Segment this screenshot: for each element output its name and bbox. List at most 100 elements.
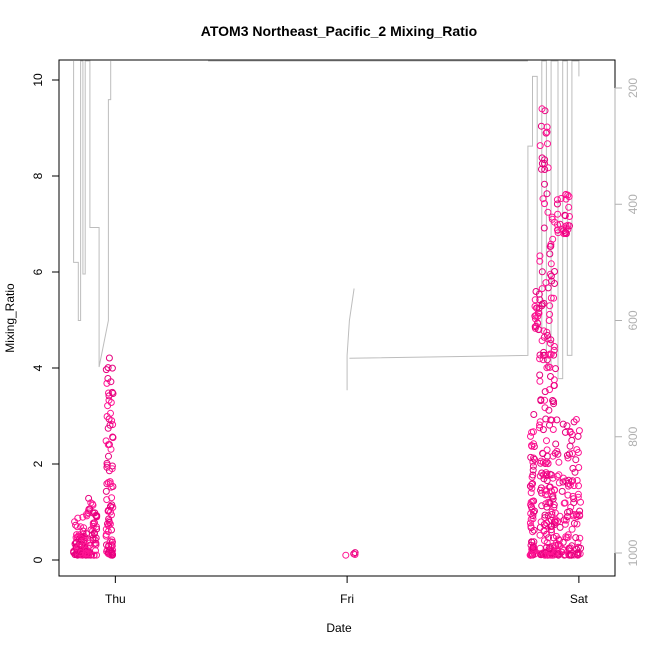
data-point (565, 193, 573, 201)
data-point (85, 494, 93, 502)
data-point (558, 487, 566, 495)
data-point (106, 478, 114, 486)
data-point (541, 156, 549, 164)
data-point (527, 489, 535, 497)
data-point (557, 195, 565, 202)
data-point (105, 515, 113, 523)
data-point (551, 509, 559, 517)
data-point (528, 484, 536, 492)
data-point (570, 519, 578, 527)
data-point (75, 543, 83, 551)
data-point (552, 549, 560, 557)
data-point (82, 546, 90, 554)
data-point (543, 356, 551, 364)
data-point (544, 332, 551, 339)
y-tick-label: 8 (31, 172, 45, 179)
data-point (77, 523, 84, 531)
data-point (528, 550, 535, 558)
data-point (565, 203, 573, 211)
data-point (103, 459, 111, 467)
data-point (527, 510, 535, 517)
data-point (545, 351, 553, 359)
data-point (553, 447, 561, 455)
data-point (543, 364, 551, 372)
data-point (527, 503, 535, 511)
data-point (107, 409, 114, 417)
data-point (531, 296, 539, 304)
data-point (566, 213, 573, 220)
data-point (536, 252, 544, 260)
data-point (553, 416, 561, 424)
data-point (90, 519, 98, 527)
data-point (543, 437, 550, 445)
x-tick-label: Thu (105, 592, 126, 606)
x-tick-label: Fri (340, 592, 354, 606)
data-point (104, 402, 112, 410)
data-point (575, 482, 582, 490)
data-point (555, 479, 563, 487)
data-point (74, 514, 82, 522)
data-point (73, 523, 81, 531)
data-point (539, 195, 547, 203)
data-point (554, 540, 562, 548)
data-point (82, 549, 90, 557)
data-point (549, 493, 556, 501)
data-point (528, 545, 536, 553)
data-point (108, 538, 116, 546)
data-point (554, 221, 561, 229)
data-point (543, 123, 551, 131)
data-point (547, 242, 555, 250)
data-point (548, 508, 556, 516)
data-point (554, 229, 562, 237)
data-point (568, 525, 576, 533)
data-point (550, 343, 558, 350)
data-point (540, 224, 548, 232)
data-point (564, 531, 572, 539)
data-point (536, 371, 544, 379)
data-point (530, 454, 537, 462)
y-tick-label: 10 (31, 73, 45, 87)
data-point (526, 519, 534, 527)
data-point (563, 451, 571, 459)
data-point (561, 228, 569, 236)
data-point (548, 416, 556, 424)
data-point (536, 355, 544, 363)
data-point (546, 250, 554, 258)
data-point (553, 472, 561, 480)
data-point (108, 465, 116, 473)
data-point (541, 180, 548, 188)
data-point (71, 551, 79, 559)
data-point (541, 511, 549, 519)
data-point (527, 522, 535, 530)
data-point (572, 416, 580, 423)
data-point (529, 543, 537, 551)
data-point (561, 520, 569, 528)
data-point (108, 549, 116, 557)
data-point (573, 520, 581, 528)
data-point (539, 458, 547, 466)
data-point (532, 311, 540, 319)
data-point (537, 551, 545, 559)
data-point (572, 456, 580, 464)
data-point (342, 551, 350, 559)
data-point (80, 524, 88, 532)
data-point (553, 200, 561, 208)
chart-title: ATOM3 Northeast_Pacific_2 Mixing_Ratio (201, 23, 477, 39)
data-point (547, 260, 555, 268)
data-point (567, 551, 575, 559)
data-point (529, 471, 537, 479)
data-point (537, 518, 545, 526)
data-point (575, 464, 583, 471)
data-point (536, 296, 544, 304)
data-point (543, 477, 551, 485)
data-point (89, 522, 97, 530)
data-point (547, 294, 555, 302)
x-tick-label: Sat (570, 592, 589, 606)
data-point (88, 531, 96, 539)
data-point (563, 422, 571, 430)
data-point (555, 536, 563, 544)
y-axis-label: Mixing_Ratio (3, 283, 17, 353)
data-point (536, 421, 543, 429)
data-point (108, 388, 116, 396)
data-point (542, 500, 550, 508)
